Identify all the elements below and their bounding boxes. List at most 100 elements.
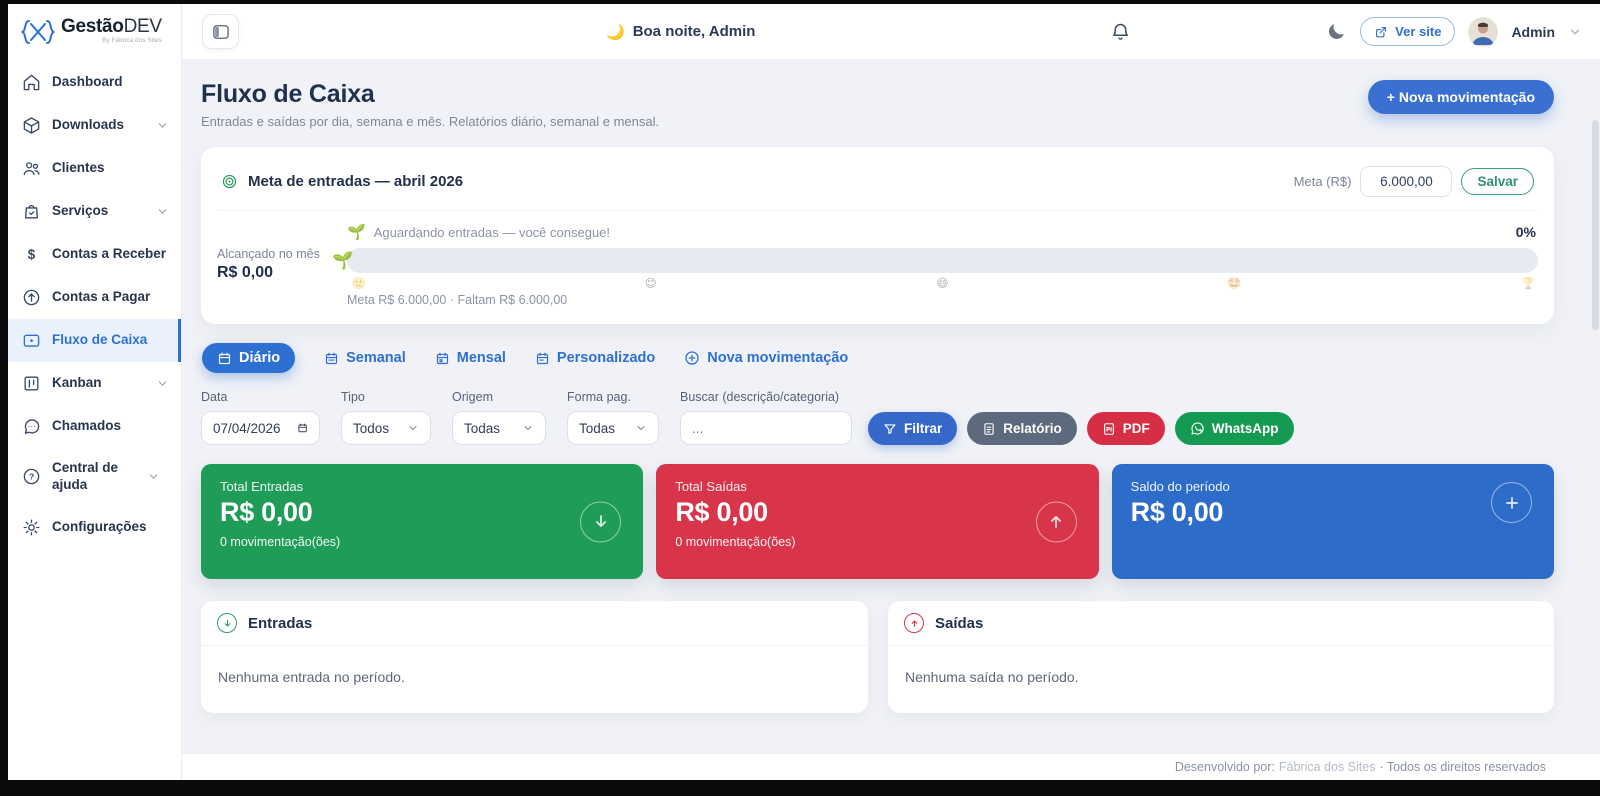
brand-logo-icon (20, 19, 56, 45)
sidebar-item-kanban[interactable]: Kanban (8, 362, 181, 405)
meta-card: Meta de entradas — abril 2026 Meta (R$) … (201, 147, 1554, 324)
arrow-down-circle-icon (580, 501, 622, 542)
sidebar-item-dashboard[interactable]: Dashboard (8, 61, 181, 104)
tab-nova-movimentacao[interactable]: Nova movimentação (684, 350, 848, 366)
footer-text: Desenvolvido por: (1174, 760, 1275, 774)
arrow-down-circle-icon (217, 613, 237, 633)
exits-panel-title: Saídas (935, 614, 984, 632)
tab-personalizado[interactable]: Personalizado (535, 350, 655, 366)
content-area: Fluxo de Caixa Entradas e saídas por dia… (182, 60, 1600, 753)
app-window: GestãoDEV By Fábrica dos Sites Dashboard… (8, 4, 1600, 780)
home-icon (23, 74, 40, 91)
sidebar-item-servicos[interactable]: Serviços (8, 190, 181, 233)
payment-select[interactable]: Todas (567, 411, 659, 445)
meta-amount-input[interactable] (1360, 166, 1453, 197)
svg-text:?: ? (29, 472, 34, 482)
save-button[interactable]: Salvar (1461, 168, 1534, 195)
date-filter-label: Data (201, 390, 228, 404)
greeting-text: Boa noite, Admin (632, 23, 756, 40)
page-title: Fluxo de Caixa (201, 80, 375, 108)
chevron-down-icon (149, 474, 158, 480)
new-movement-button[interactable]: + Nova movimentação (1367, 80, 1554, 114)
pdf-button[interactable]: PDF (1086, 412, 1165, 445)
type-select[interactable]: Todos (341, 411, 431, 445)
svg-text:$: $ (28, 247, 36, 262)
origin-select[interactable]: Todas (452, 411, 546, 445)
whatsapp-icon (1191, 422, 1204, 435)
origin-filter-label: Origem (452, 390, 493, 404)
progress-seedling-marker-icon: 🌱 (332, 250, 354, 270)
tab-mensal[interactable]: Mensal (435, 350, 506, 366)
dark-mode-toggle[interactable] (1326, 21, 1347, 42)
users-icon (23, 162, 40, 176)
topbar: 🌙 Boa noite, Admin Ver site Admin (182, 4, 1600, 60)
meta-title: Meta de entradas — abril 2026 (248, 173, 464, 190)
milestone-emoji-icon: 🏆 (1521, 278, 1536, 290)
movement-panels: Entradas Nenhuma entrada no período. Saí… (201, 601, 1554, 713)
search-input-wrap (680, 411, 852, 445)
external-link-icon (1376, 26, 1387, 37)
sidebar-item-clientes[interactable]: Clientes (8, 147, 181, 190)
plus-circle-icon (685, 351, 699, 365)
scrollbar-track[interactable] (1592, 62, 1599, 751)
notifications-bell-button[interactable] (1110, 21, 1131, 42)
arrow-up-circle-icon (1035, 501, 1077, 542)
chevron-down-icon (635, 422, 647, 434)
filter-button[interactable]: Filtrar (868, 412, 958, 445)
brand-name: GestãoDEV (61, 16, 162, 37)
sidebar-item-downloads[interactable]: Downloads (8, 104, 181, 147)
kanban-icon (24, 376, 39, 391)
target-icon (222, 174, 237, 189)
calendar-icon (436, 352, 448, 364)
brand-logo[interactable]: GestãoDEV By Fábrica dos Sites (8, 4, 181, 61)
search-input[interactable] (692, 420, 840, 436)
chevron-down-icon (407, 422, 419, 434)
gear-icon (23, 519, 40, 536)
type-filter-label: Tipo (341, 390, 365, 404)
moon-icon (1329, 24, 1345, 39)
date-input[interactable] (201, 411, 320, 445)
goal-remaining-text: Meta R$ 6.000,00 · Faltam R$ 6.000,00 (347, 293, 568, 307)
period-balance-card: Saldo do período R$ 0,00 (1111, 464, 1554, 579)
sidebar-item-central-de-ajuda[interactable]: ? Central de ajuda (8, 448, 181, 506)
goal-status-message: 🌱 Aguardando entradas — você consegue! (347, 224, 611, 241)
page-subtitle: Entradas e saídas por dia, semana e mês.… (201, 114, 660, 129)
tab-semanal[interactable]: Semanal (324, 350, 406, 366)
user-name: Admin (1511, 23, 1555, 40)
scrollbar-thumb[interactable] (1592, 120, 1599, 330)
sidebar-item-fluxo-de-caixa[interactable]: Fluxo de Caixa (8, 319, 181, 362)
summary-cards: Total Entradas R$ 0,00 0 movimentação(õe… (201, 464, 1554, 579)
total-entries-value: R$ 0,00 (220, 497, 313, 527)
plus-circle-icon (1491, 482, 1532, 523)
whatsapp-button[interactable]: WhatsApp (1174, 412, 1294, 445)
goal-progress-bar: 🌱 (332, 248, 1538, 273)
bag-check-icon (24, 204, 39, 219)
period-tabs: Diário Semanal Mensal Personalizado Nova… (202, 343, 1554, 373)
total-exits-card: Total Saídas R$ 0,00 0 movimentação(ões) (656, 464, 1099, 579)
tab-diario[interactable]: Diário (202, 343, 296, 373)
calendar-range-icon (536, 352, 549, 364)
dollar-icon: $ (28, 247, 36, 262)
ver-site-button[interactable]: Ver site (1360, 17, 1456, 46)
sidebar-toggle-button[interactable] (202, 14, 239, 49)
brand-tagline: By Fábrica dos Sites (102, 37, 162, 44)
avatar[interactable] (1468, 16, 1499, 47)
goal-milestones: 🙂 😊 😄 🤩 🏆 (347, 276, 1538, 291)
calendar-icon (298, 423, 307, 433)
sidebar-item-configuracoes[interactable]: Configurações (8, 506, 181, 549)
sidebar-item-contas-a-receber[interactable]: $ Contas a Receber (8, 233, 181, 276)
cash-flow-icon (23, 334, 40, 347)
chevron-down-icon (158, 381, 167, 386)
footer-credit-link[interactable]: Fábrica dos Sites (1278, 760, 1376, 774)
user-menu-chevron-icon[interactable] (1568, 25, 1582, 39)
date-input-value[interactable] (213, 420, 289, 436)
sidebar-item-contas-a-pagar[interactable]: Contas a Pagar (8, 276, 181, 319)
bell-icon (1113, 23, 1128, 40)
entries-empty-message: Nenhuma entrada no período. (218, 669, 405, 685)
milestone-emoji-icon: 😄 (936, 278, 949, 290)
milestone-emoji-icon: 🙂 (351, 278, 367, 290)
report-button[interactable]: Relatório (967, 412, 1077, 445)
sidebar-item-chamados[interactable]: Chamados (8, 405, 181, 448)
help-icon: ? (23, 469, 40, 485)
